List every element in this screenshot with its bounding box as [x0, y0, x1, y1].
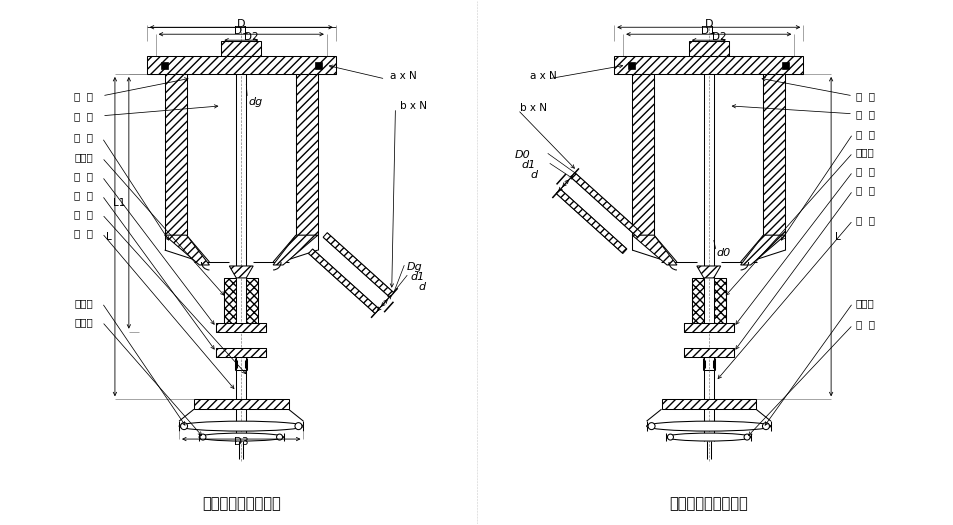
Text: D1: D1 [700, 26, 716, 36]
Text: 阀  芯: 阀 芯 [855, 109, 874, 119]
Bar [246, 278, 258, 323]
Bar [627, 61, 635, 69]
Text: b x N: b x N [400, 101, 427, 111]
Text: 阀  体: 阀 体 [74, 133, 93, 143]
Bar [216, 348, 266, 356]
Polygon shape [165, 235, 210, 265]
Polygon shape [558, 176, 571, 189]
Bar [614, 56, 802, 74]
Polygon shape [556, 189, 626, 254]
Text: 上展示放料阀结构图: 上展示放料阀结构图 [202, 496, 280, 511]
Text: 支  架: 支 架 [855, 185, 874, 195]
Polygon shape [632, 235, 677, 265]
Text: D: D [236, 19, 245, 29]
Bar [660, 400, 755, 409]
Polygon shape [229, 266, 253, 278]
Bar [165, 74, 187, 235]
Text: D3: D3 [233, 437, 249, 447]
Text: 压  盖: 压 盖 [855, 166, 874, 176]
Text: 下展示放料阀结构图: 下展示放料阀结构图 [669, 496, 747, 511]
Text: 阀  杆: 阀 杆 [74, 228, 93, 238]
Ellipse shape [743, 434, 749, 440]
Text: 大手轮: 大手轮 [855, 298, 874, 308]
Text: d: d [530, 170, 537, 180]
Polygon shape [378, 297, 391, 310]
Bar [295, 74, 317, 235]
Bar [713, 278, 725, 323]
Text: d1: d1 [521, 160, 536, 170]
Polygon shape [308, 249, 378, 313]
Text: 孔  板: 孔 板 [855, 91, 874, 101]
Bar [762, 74, 784, 235]
Ellipse shape [199, 433, 283, 441]
Ellipse shape [761, 423, 769, 429]
Bar [683, 323, 733, 332]
Ellipse shape [646, 421, 770, 431]
Bar [160, 61, 168, 69]
Text: L: L [834, 232, 840, 242]
Text: D: D [703, 19, 712, 29]
Bar [314, 61, 321, 69]
Polygon shape [273, 235, 317, 265]
Bar [781, 61, 788, 69]
Text: 阀  体: 阀 体 [855, 129, 874, 139]
Text: a x N: a x N [390, 71, 416, 81]
Bar [691, 278, 703, 323]
Bar [193, 400, 288, 409]
Text: b x N: b x N [519, 103, 546, 113]
Text: 支  架: 支 架 [74, 191, 93, 201]
Polygon shape [740, 235, 784, 265]
Ellipse shape [180, 423, 188, 429]
Ellipse shape [179, 421, 303, 431]
Text: 丝  杆: 丝 杆 [74, 209, 93, 219]
Text: 小手轮: 小手轮 [74, 317, 92, 327]
Polygon shape [571, 173, 640, 237]
Text: D1: D1 [233, 26, 249, 36]
Text: 密封圈: 密封圈 [855, 148, 874, 158]
Text: D0: D0 [515, 150, 530, 160]
Ellipse shape [647, 423, 655, 429]
Bar [224, 278, 236, 323]
Bar [147, 56, 335, 74]
Text: dg: dg [248, 97, 262, 107]
Bar [688, 41, 728, 56]
Ellipse shape [667, 434, 673, 440]
Bar [221, 41, 261, 56]
Ellipse shape [200, 434, 206, 440]
Polygon shape [696, 266, 720, 278]
Text: d: d [418, 282, 425, 292]
Bar [632, 74, 654, 235]
Text: 螺  杆: 螺 杆 [855, 215, 874, 225]
Ellipse shape [666, 433, 750, 441]
Text: 大手轮: 大手轮 [74, 298, 92, 308]
Text: 压  盖: 压 盖 [74, 172, 93, 182]
Text: 密封圈: 密封圈 [74, 153, 92, 163]
Text: Dg: Dg [406, 262, 421, 272]
Text: d0: d0 [716, 248, 730, 258]
Bar [216, 323, 266, 332]
Text: d1: d1 [410, 272, 424, 282]
Text: 阀  芯: 阀 芯 [74, 111, 93, 121]
Text: 孔  板: 孔 板 [74, 91, 93, 101]
Polygon shape [323, 233, 394, 297]
Ellipse shape [294, 423, 301, 429]
Text: L1: L1 [113, 198, 126, 208]
Text: D2: D2 [244, 32, 258, 42]
Text: 丝  杆: 丝 杆 [855, 320, 874, 330]
Text: a x N: a x N [529, 71, 556, 81]
Text: D2: D2 [711, 32, 725, 42]
Ellipse shape [276, 434, 282, 440]
Bar [683, 348, 733, 356]
Text: L: L [106, 232, 112, 242]
